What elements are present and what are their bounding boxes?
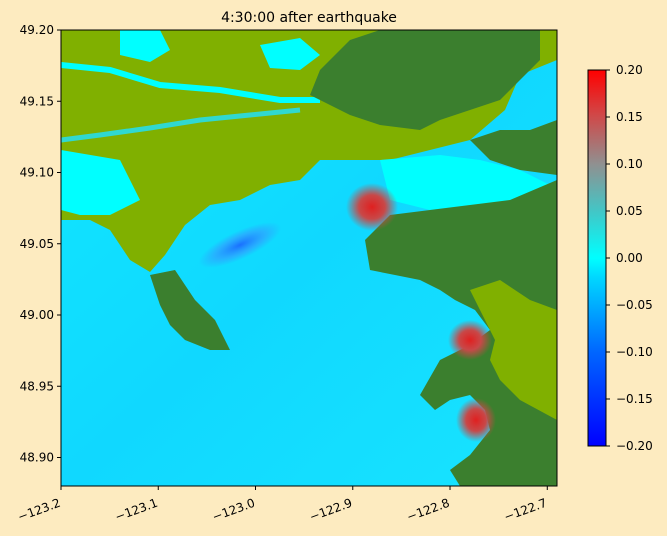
y-tick-label: 49.20 [20,23,54,37]
land-upland-richmond [310,30,540,130]
channel-2 [61,107,301,143]
x-tick-label: −122.8 [405,496,452,524]
colorbar-tick-label: −0.15 [616,392,653,406]
x-tick-label: −123.2 [16,496,63,524]
channel-7 [61,150,140,215]
chart-title: 4:30:00 after earthquake [221,10,397,26]
colorbar-tick-label: −0.20 [616,439,653,453]
anomaly-positive-1 [346,183,398,231]
channel-4 [120,30,170,62]
y-tick-label: 48.95 [20,379,54,393]
colorbar [587,69,607,447]
y-tick-label: 49.05 [20,237,54,251]
colorbar-tick-label: −0.10 [616,345,653,359]
colorbar-tick-label: 0.15 [616,110,643,124]
y-tick-label: 49.00 [20,308,54,322]
land-upland-east [470,120,557,175]
land-lowland-southeast [470,280,557,420]
channel-5 [260,38,320,70]
land-upland-whiterock [365,180,557,486]
land-upland-tsawwassen [150,270,230,350]
colorbar-axis: −0.20 −0.15 −0.10 −0.05 0.00 0.05 0.10 0.15 0.20 [606,63,653,453]
colorbar-tick-label: 0.00 [616,251,643,265]
y-tick-label: 48.90 [20,451,54,465]
channel-3 [380,155,557,240]
plot-frame [60,29,558,487]
x-tick-label: −123.1 [113,496,160,524]
colorbar-tick-label: 0.05 [616,204,643,218]
colorbar-tick-label: 0.20 [616,63,643,77]
y-axis: 48.90 48.95 49.00 49.05 49.10 49.15 49.20 [20,23,61,465]
heatmap [61,30,557,486]
colorbar-tick-label: 0.10 [616,157,643,171]
y-tick-label: 49.15 [20,94,54,108]
x-tick-label: −123.0 [210,496,257,524]
x-tick-label: −122.9 [308,496,355,524]
x-tick-label: −122.7 [502,496,549,524]
colorbar-tick-label: −0.05 [616,298,653,312]
anomaly-positive-2 [448,320,492,360]
anomaly-negative-1 [198,222,282,268]
anomaly-positive-3 [456,398,496,442]
x-axis: −123.2 −123.1 −123.0 −122.9 −122.8 −122.7 [16,486,549,524]
channel-1 [61,62,320,103]
y-tick-label: 49.10 [20,166,54,180]
